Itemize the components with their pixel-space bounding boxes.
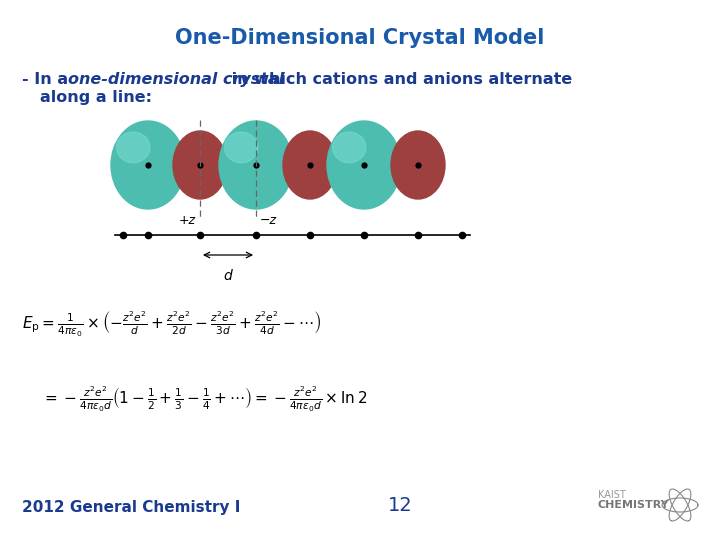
Ellipse shape [117, 132, 150, 163]
Ellipse shape [333, 132, 366, 163]
Text: - In a: - In a [22, 72, 73, 87]
Text: One-Dimensional Crystal Model: One-Dimensional Crystal Model [175, 28, 545, 48]
Ellipse shape [111, 121, 185, 209]
Text: in which cations and anions alternate: in which cations and anions alternate [226, 72, 572, 87]
Text: $E_\mathrm{p} = \frac{1}{4\pi\varepsilon_0} \times \left( -\frac{z^2e^2}{d} + \f: $E_\mathrm{p} = \frac{1}{4\pi\varepsilon… [22, 310, 321, 339]
Text: +z: +z [179, 214, 196, 227]
Text: one-dimensional crystal: one-dimensional crystal [68, 72, 284, 87]
Text: CHEMISTRY: CHEMISTRY [598, 500, 670, 510]
Text: d: d [224, 269, 233, 283]
Ellipse shape [173, 131, 227, 199]
Text: KAIST: KAIST [598, 490, 626, 500]
Ellipse shape [283, 131, 337, 199]
Text: along a line:: along a line: [40, 90, 152, 105]
Text: 12: 12 [387, 496, 413, 515]
Ellipse shape [219, 121, 293, 209]
Ellipse shape [225, 132, 258, 163]
Text: $= -\frac{z^2e^2}{4\pi\varepsilon_0 d} \left(1 - \frac{1}{2} + \frac{1}{3} - \fr: $= -\frac{z^2e^2}{4\pi\varepsilon_0 d} \… [42, 385, 367, 414]
Ellipse shape [327, 121, 401, 209]
Text: 2012 General Chemistry I: 2012 General Chemistry I [22, 500, 240, 515]
Ellipse shape [391, 131, 445, 199]
Text: −z: −z [260, 214, 277, 227]
